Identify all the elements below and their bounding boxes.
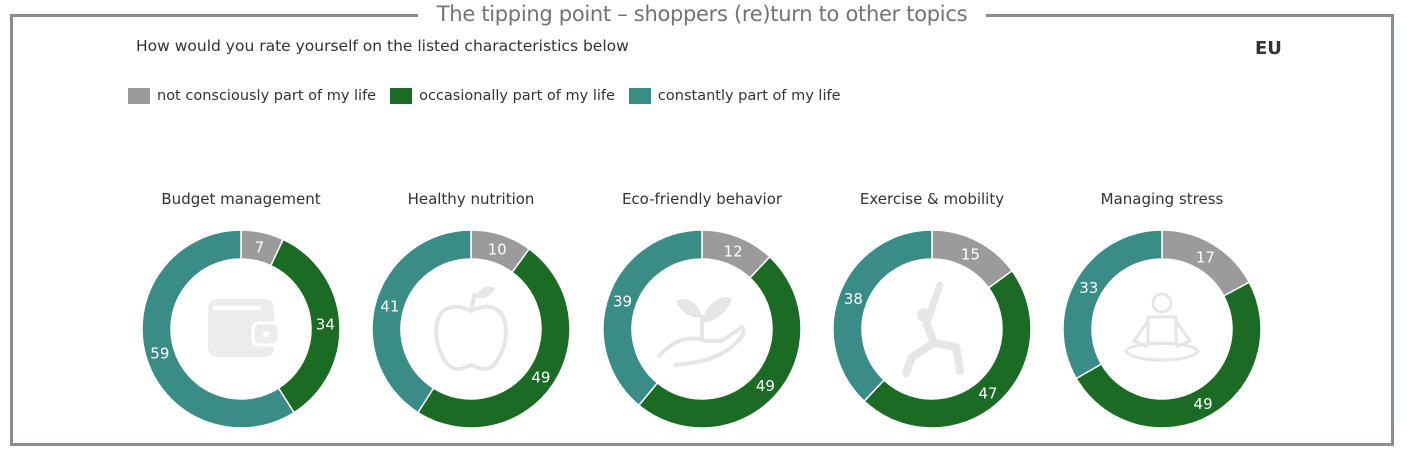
figure-arm (922, 281, 944, 329)
legend-swatch (128, 88, 150, 104)
data-label: 34 (316, 316, 335, 334)
donut-segment (1075, 281, 1262, 429)
data-label: 17 (1196, 249, 1215, 267)
chart-title: The tipping point – shoppers (re)turn to… (418, 0, 986, 28)
data-label: 7 (255, 239, 265, 257)
donut-segment (371, 229, 472, 414)
data-label: 15 (961, 246, 980, 264)
wallet-icon (208, 299, 281, 357)
wallet-button (263, 331, 269, 337)
donut-title: Managing stress (1101, 190, 1224, 208)
legend-label: occasionally part of my life (419, 88, 615, 104)
donut-title: Healthy nutrition (408, 190, 535, 208)
data-label: 33 (1079, 279, 1098, 297)
donut-chart: Managing stress 17 49 33 (1062, 190, 1262, 429)
data-label: 47 (978, 384, 997, 402)
donut-chart: Exercise & mobility 15 47 38 (832, 190, 1032, 429)
data-label: 38 (844, 290, 863, 308)
data-label: 59 (150, 345, 169, 363)
plant-leaf-left (676, 299, 702, 318)
apple-icon (434, 286, 508, 371)
plant-in-hand-icon (656, 297, 746, 367)
data-label: 49 (1194, 395, 1213, 413)
data-label: 41 (380, 297, 399, 315)
donut-chart: Healthy nutrition 10 49 41 (371, 190, 571, 429)
legend-item-constantly: constantly part of my life (628, 88, 841, 104)
legend-item-occasionally: occasionally part of my life (390, 88, 615, 104)
plant-leaf-right (702, 297, 732, 323)
figure-front-leg (902, 323, 938, 377)
donut-center (1093, 260, 1231, 398)
hand-outline (656, 325, 746, 367)
donut-segment (637, 255, 802, 429)
data-label: 49 (531, 368, 550, 386)
data-label: 12 (724, 242, 743, 260)
data-label: 10 (488, 241, 507, 259)
legend-label: constantly part of my life (657, 88, 841, 104)
donut-chart: Eco-friendly behavior 12 49 39 (602, 190, 802, 429)
chart-subtitle: How would you rate yourself on the liste… (136, 37, 629, 55)
donut-segment (141, 229, 296, 429)
donut-center (402, 260, 540, 398)
donut-segment (416, 247, 571, 429)
figure-head (1151, 292, 1173, 314)
donut-chart: Budget management 7 34 59 (141, 190, 341, 429)
legend-swatch (390, 88, 413, 104)
donut-title: Eco-friendly behavior (622, 190, 783, 208)
apple-body (434, 304, 508, 371)
data-label: 49 (756, 377, 775, 395)
donut-segment (602, 229, 703, 407)
donut-segment (1062, 229, 1163, 380)
figure-back-leg (930, 339, 964, 375)
apple-stem (469, 292, 477, 312)
yoga-stretch-icon (902, 281, 964, 377)
legend: not consciously part of my life occasion… (128, 88, 855, 104)
donut-segment (863, 269, 1032, 429)
donut-segment (832, 229, 933, 403)
legend-swatch (628, 88, 651, 104)
donut-title: Budget management (161, 190, 320, 208)
region-label: EU (1255, 38, 1282, 59)
figure-crossed-legs (1124, 342, 1200, 362)
apple-leaf (475, 286, 495, 299)
donut-title: Exercise & mobility (860, 190, 1004, 208)
wallet-flap (213, 306, 261, 310)
legend-label: not consciously part of my life (157, 88, 377, 104)
legend-item-not-consciously: not consciously part of my life (128, 88, 376, 104)
meditation-icon (1124, 292, 1200, 362)
data-label: 39 (613, 292, 632, 310)
